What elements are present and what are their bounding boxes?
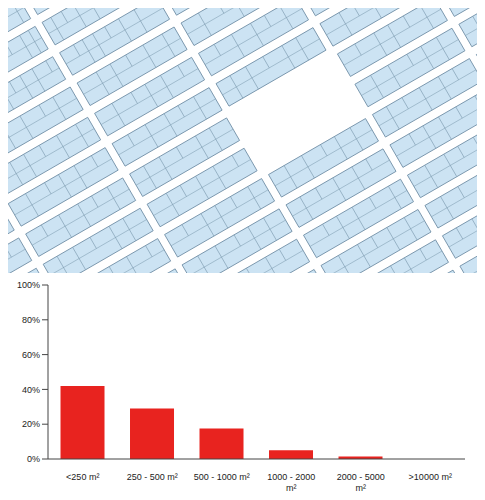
svg-text:60%: 60% xyxy=(22,350,40,360)
svg-text:100%: 100% xyxy=(17,280,40,290)
svg-text:40%: 40% xyxy=(22,385,40,395)
svg-text:>10000 m²: >10000 m² xyxy=(409,472,452,482)
svg-text:500 - 1000 m²: 500 - 1000 m² xyxy=(194,472,250,482)
svg-text:0%: 0% xyxy=(27,454,40,464)
svg-text:2000 - 5000m²: 2000 - 5000m² xyxy=(337,472,385,493)
svg-text:80%: 80% xyxy=(22,315,40,325)
svg-text:<250 m²: <250 m² xyxy=(66,472,99,482)
svg-text:1000 - 2000m²: 1000 - 2000m² xyxy=(267,472,315,493)
svg-text:20%: 20% xyxy=(22,419,40,429)
svg-text:250 - 500 m²: 250 - 500 m² xyxy=(127,472,178,482)
